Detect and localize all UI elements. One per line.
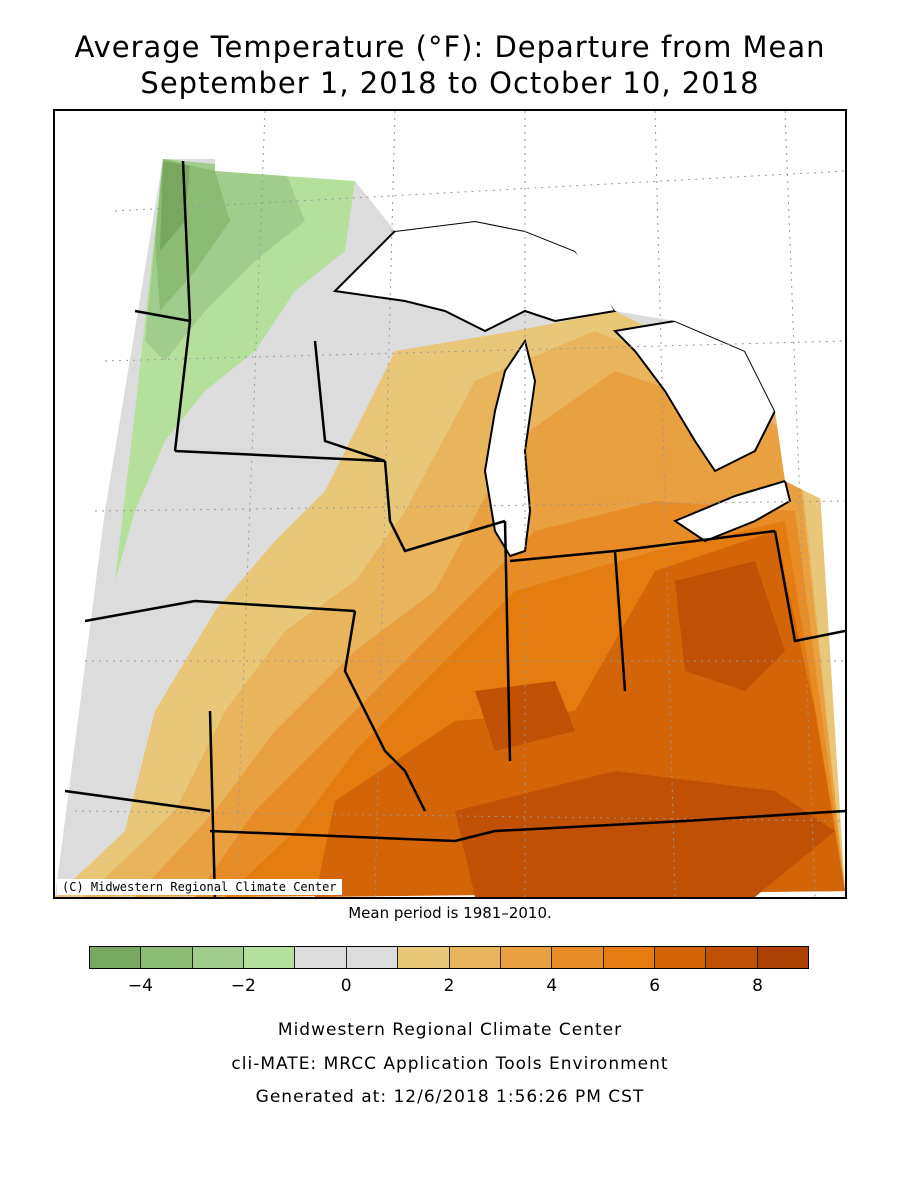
legend-color-cell xyxy=(603,947,655,968)
temperature-departure-map xyxy=(55,111,845,897)
legend-color-cell xyxy=(654,947,707,968)
legend-tick-label: 4 xyxy=(546,976,558,996)
color-legend xyxy=(89,946,809,969)
canada-area xyxy=(215,111,845,511)
legend-color-cell xyxy=(244,947,296,968)
map-subtitle-date-range: September 1, 2018 to October 10, 2018 xyxy=(140,66,760,100)
legend-color-cell xyxy=(192,947,245,968)
legend-tick-label: 6 xyxy=(649,976,661,996)
mean-period-note: Mean period is 1981–2010. xyxy=(348,904,552,922)
graticule xyxy=(74,111,845,897)
credit-application: cli-MATE: MRCC Application Tools Environ… xyxy=(231,1054,669,1074)
warm-anomaly-7to8-south xyxy=(455,771,835,897)
legend-tick-label: −2 xyxy=(230,976,256,996)
cool-anomaly-core xyxy=(160,161,190,251)
credit-organization: Midwestern Regional Climate Center xyxy=(277,1020,623,1040)
state-borders xyxy=(64,160,845,897)
legend-color-cell xyxy=(295,947,347,968)
legend-color-cell xyxy=(346,947,399,968)
warm-anomaly-7to8 xyxy=(675,561,785,691)
copyright-label: (C) Midwestern Regional Climate Center xyxy=(57,879,342,895)
warm-anomaly-7to8-center xyxy=(475,681,575,751)
lake-michigan xyxy=(483,338,537,558)
legend-color-cell xyxy=(757,947,809,968)
legend-color-cell xyxy=(398,947,450,968)
map-panel: (C) Midwestern Regional Climate Center xyxy=(53,109,847,899)
legend-color-cell xyxy=(449,947,501,968)
legend-color-cell xyxy=(706,947,758,968)
legend-tick-label: 0 xyxy=(340,976,352,996)
legend-color-cell xyxy=(500,947,553,968)
credit-generated-timestamp: Generated at: 12/6/2018 1:56:26 PM CST xyxy=(255,1087,645,1107)
map-title: Average Temperature (°F): Departure from… xyxy=(74,30,826,64)
legend-color-cell xyxy=(552,947,604,968)
legend-tick-label: −4 xyxy=(127,976,153,996)
legend-color-cell xyxy=(90,947,142,968)
legend-color-cell xyxy=(141,947,193,968)
legend-tick-label: 8 xyxy=(752,976,763,996)
legend-tick-label: 2 xyxy=(443,976,455,996)
